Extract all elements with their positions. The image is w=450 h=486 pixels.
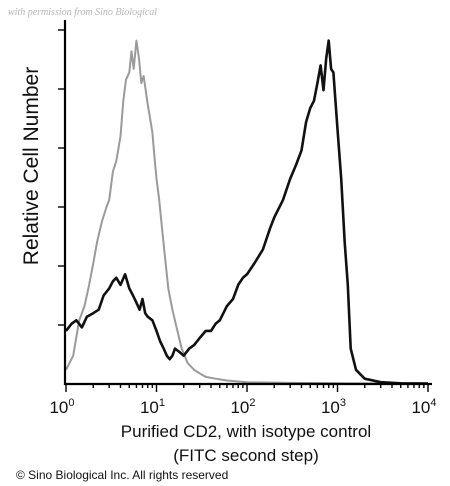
- series-layer: [64, 39, 429, 385]
- x-axis-label-line-1: Purified CD2, with isotype control: [121, 422, 371, 441]
- x-tick-label-base: 10: [321, 398, 340, 417]
- y-tick-marks: [58, 29, 65, 326]
- x-tick-label: 102: [230, 397, 255, 417]
- plot-frame-axes: [63, 20, 432, 386]
- x-axis-label-line-2: (FITC second step): [173, 446, 319, 465]
- x-tick-marks: [65, 384, 429, 392]
- x-tick-label: 101: [140, 397, 165, 417]
- series-2-line: [64, 39, 429, 385]
- x-tick-label-exponent: 1: [159, 397, 165, 409]
- x-tick-label-exponent: 2: [249, 397, 255, 409]
- watermark-text: with permission from Sino Biological: [8, 7, 157, 18]
- x-tick-label-exponent: 4: [430, 397, 436, 409]
- x-tick-label: 104: [411, 397, 436, 417]
- x-tick-label: 100: [49, 397, 74, 417]
- series-1-line: [65, 39, 429, 385]
- x-tick-label: 103: [321, 397, 346, 417]
- x-tick-labels: 100 101 102 103 104: [49, 397, 436, 417]
- x-tick-label-base: 10: [49, 398, 68, 417]
- x-tick-label-base: 10: [140, 398, 159, 417]
- x-tick-label-exponent: 3: [340, 397, 346, 409]
- x-tick-label-base: 10: [411, 398, 430, 417]
- plot-area: 100 101 102 103 104: [49, 20, 437, 417]
- copyright-notice: © Sino Biological Inc. All rights reserv…: [16, 468, 228, 482]
- y-axis-label: Relative Cell Number: [20, 67, 43, 265]
- x-tick-label-base: 10: [230, 398, 249, 417]
- x-tick-label-exponent: 0: [68, 397, 74, 409]
